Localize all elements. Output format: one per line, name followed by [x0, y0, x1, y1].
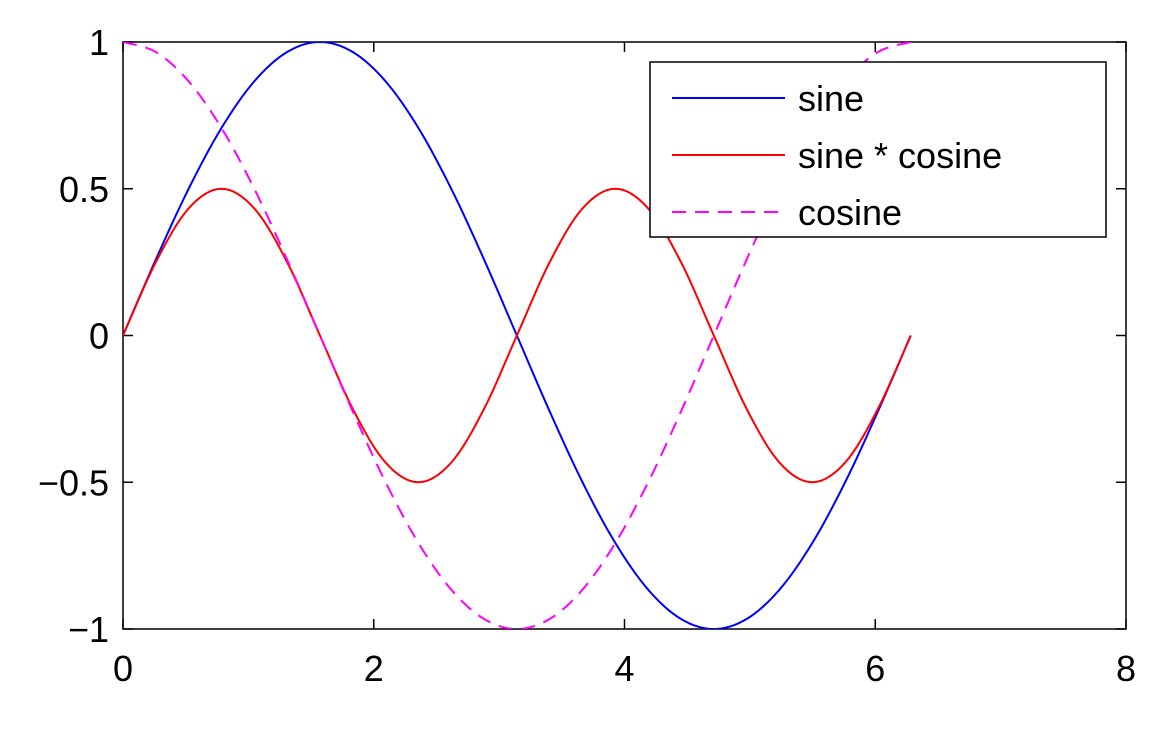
legend: sine sine * cosine cosine: [649, 61, 1107, 238]
y-tick-label: 0.5: [59, 169, 109, 210]
legend-box: [649, 61, 1107, 238]
legend-label: sine: [798, 78, 864, 119]
y-tick-label: −0.5: [38, 462, 109, 503]
x-tick-label: 8: [1116, 648, 1136, 689]
x-tick-label: 4: [614, 648, 634, 689]
series-group: [123, 42, 912, 629]
y-tick-label: −1: [68, 609, 109, 650]
x-tick-label: 0: [113, 648, 133, 689]
series-line-sine-cosine: [123, 187, 912, 484]
legend-label: sine * cosine: [798, 135, 1002, 176]
x-tick-label: 2: [364, 648, 384, 689]
legend-label: cosine: [798, 192, 902, 233]
y-tick-label: 1: [89, 22, 109, 63]
x-tick-label: 6: [865, 648, 885, 689]
y-tick-label: 0: [89, 316, 109, 357]
axes: 0 2 4 6 8 −1 −0.5 0 0.5 1: [38, 22, 1136, 689]
